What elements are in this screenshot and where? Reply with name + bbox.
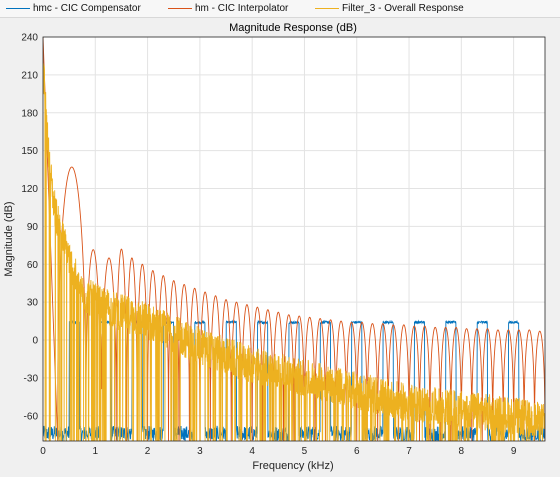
legend: hmc - CIC Compensator hm - CIC Interpola… [0,0,560,18]
series-overall-line[interactable] [43,63,545,441]
legend-swatch-compensator [6,8,30,9]
plot-frame [42,36,546,442]
x-tick-label: 0 [40,446,46,457]
legend-label-compensator: hmc - CIC Compensator [33,3,141,14]
x-tick-label: 8 [459,446,465,457]
x-tick-label: 6 [354,446,360,457]
y-tick-label: 30 [27,298,39,309]
y-tick-label: 90 [27,222,39,233]
legend-label-interpolator: hm - CIC Interpolator [195,3,289,14]
legend-swatch-interpolator [168,8,192,9]
x-tick-label: 4 [249,446,255,457]
y-tick-label: 60 [27,260,39,271]
legend-item-interpolator[interactable]: hm - CIC Interpolator [168,0,288,17]
x-axis: 0 1 2 3 4 5 6 7 8 9 [40,446,517,457]
y-tick-label: 120 [21,184,38,195]
x-tick-label: 7 [406,446,412,457]
y-tick-label: 180 [21,108,38,119]
x-tick-label: 1 [93,446,99,457]
x-axis-label: Frequency (kHz) [252,460,333,472]
legend-swatch-overall [315,8,339,9]
legend-label-overall: Filter_3 - Overall Response [342,3,464,14]
y-tick-label: -30 [24,373,39,384]
y-tick-label: 0 [32,336,38,347]
x-tick-label: 5 [302,446,308,457]
series-layer [43,37,545,441]
legend-item-overall[interactable]: Filter_3 - Overall Response [315,0,464,17]
y-tick-label: -60 [24,411,39,422]
y-tick-label: 150 [21,146,38,157]
chart-title: Magnitude Response (dB) [229,22,357,34]
x-tick-label: 3 [197,446,203,457]
y-axis-label: Magnitude (dB) [3,201,15,276]
y-tick-label: 210 [21,70,38,81]
x-tick-label: 2 [145,446,151,457]
y-axis: 240 210 180 150 120 90 60 30 0 -30 -60 [21,33,38,423]
legend-item-compensator[interactable]: hmc - CIC Compensator [6,0,141,17]
y-tick-label: 240 [21,33,38,44]
x-tick-label: 9 [511,446,517,457]
